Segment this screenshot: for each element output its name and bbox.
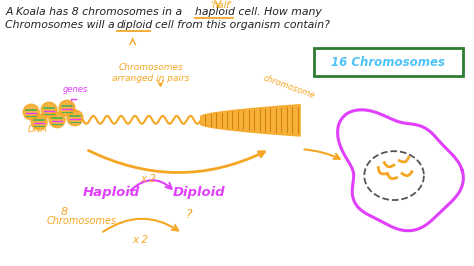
- FancyBboxPatch shape: [313, 48, 463, 76]
- Text: 8: 8: [61, 207, 68, 217]
- Text: x 2: x 2: [133, 235, 148, 245]
- Circle shape: [31, 114, 47, 130]
- Text: 'half': 'half': [210, 1, 232, 10]
- Text: DNA: DNA: [28, 124, 48, 134]
- Text: chromosome: chromosome: [262, 73, 316, 100]
- Circle shape: [41, 102, 57, 118]
- Text: Chromosomes: Chromosomes: [46, 215, 116, 226]
- Text: Diploid: Diploid: [173, 186, 225, 199]
- Circle shape: [67, 110, 83, 126]
- Text: Haploid: Haploid: [83, 186, 140, 199]
- Text: haploid cell. How many: haploid cell. How many: [195, 7, 322, 17]
- Text: cell from this organism contain?: cell from this organism contain?: [155, 20, 330, 30]
- Circle shape: [49, 112, 65, 128]
- Text: A Koala has 8 chromosomes in a: A Koala has 8 chromosomes in a: [5, 7, 182, 17]
- Text: x 2: x 2: [140, 174, 156, 184]
- Circle shape: [23, 104, 39, 120]
- Text: diploid: diploid: [117, 20, 153, 30]
- Text: genes: genes: [63, 85, 88, 94]
- Text: 16 Chromosomes: 16 Chromosomes: [331, 56, 445, 69]
- Text: ?: ?: [185, 208, 192, 221]
- Text: Chromosomes will a: Chromosomes will a: [5, 20, 115, 30]
- Circle shape: [59, 100, 75, 116]
- Text: Chromosomes
arranged in pairs: Chromosomes arranged in pairs: [112, 63, 189, 82]
